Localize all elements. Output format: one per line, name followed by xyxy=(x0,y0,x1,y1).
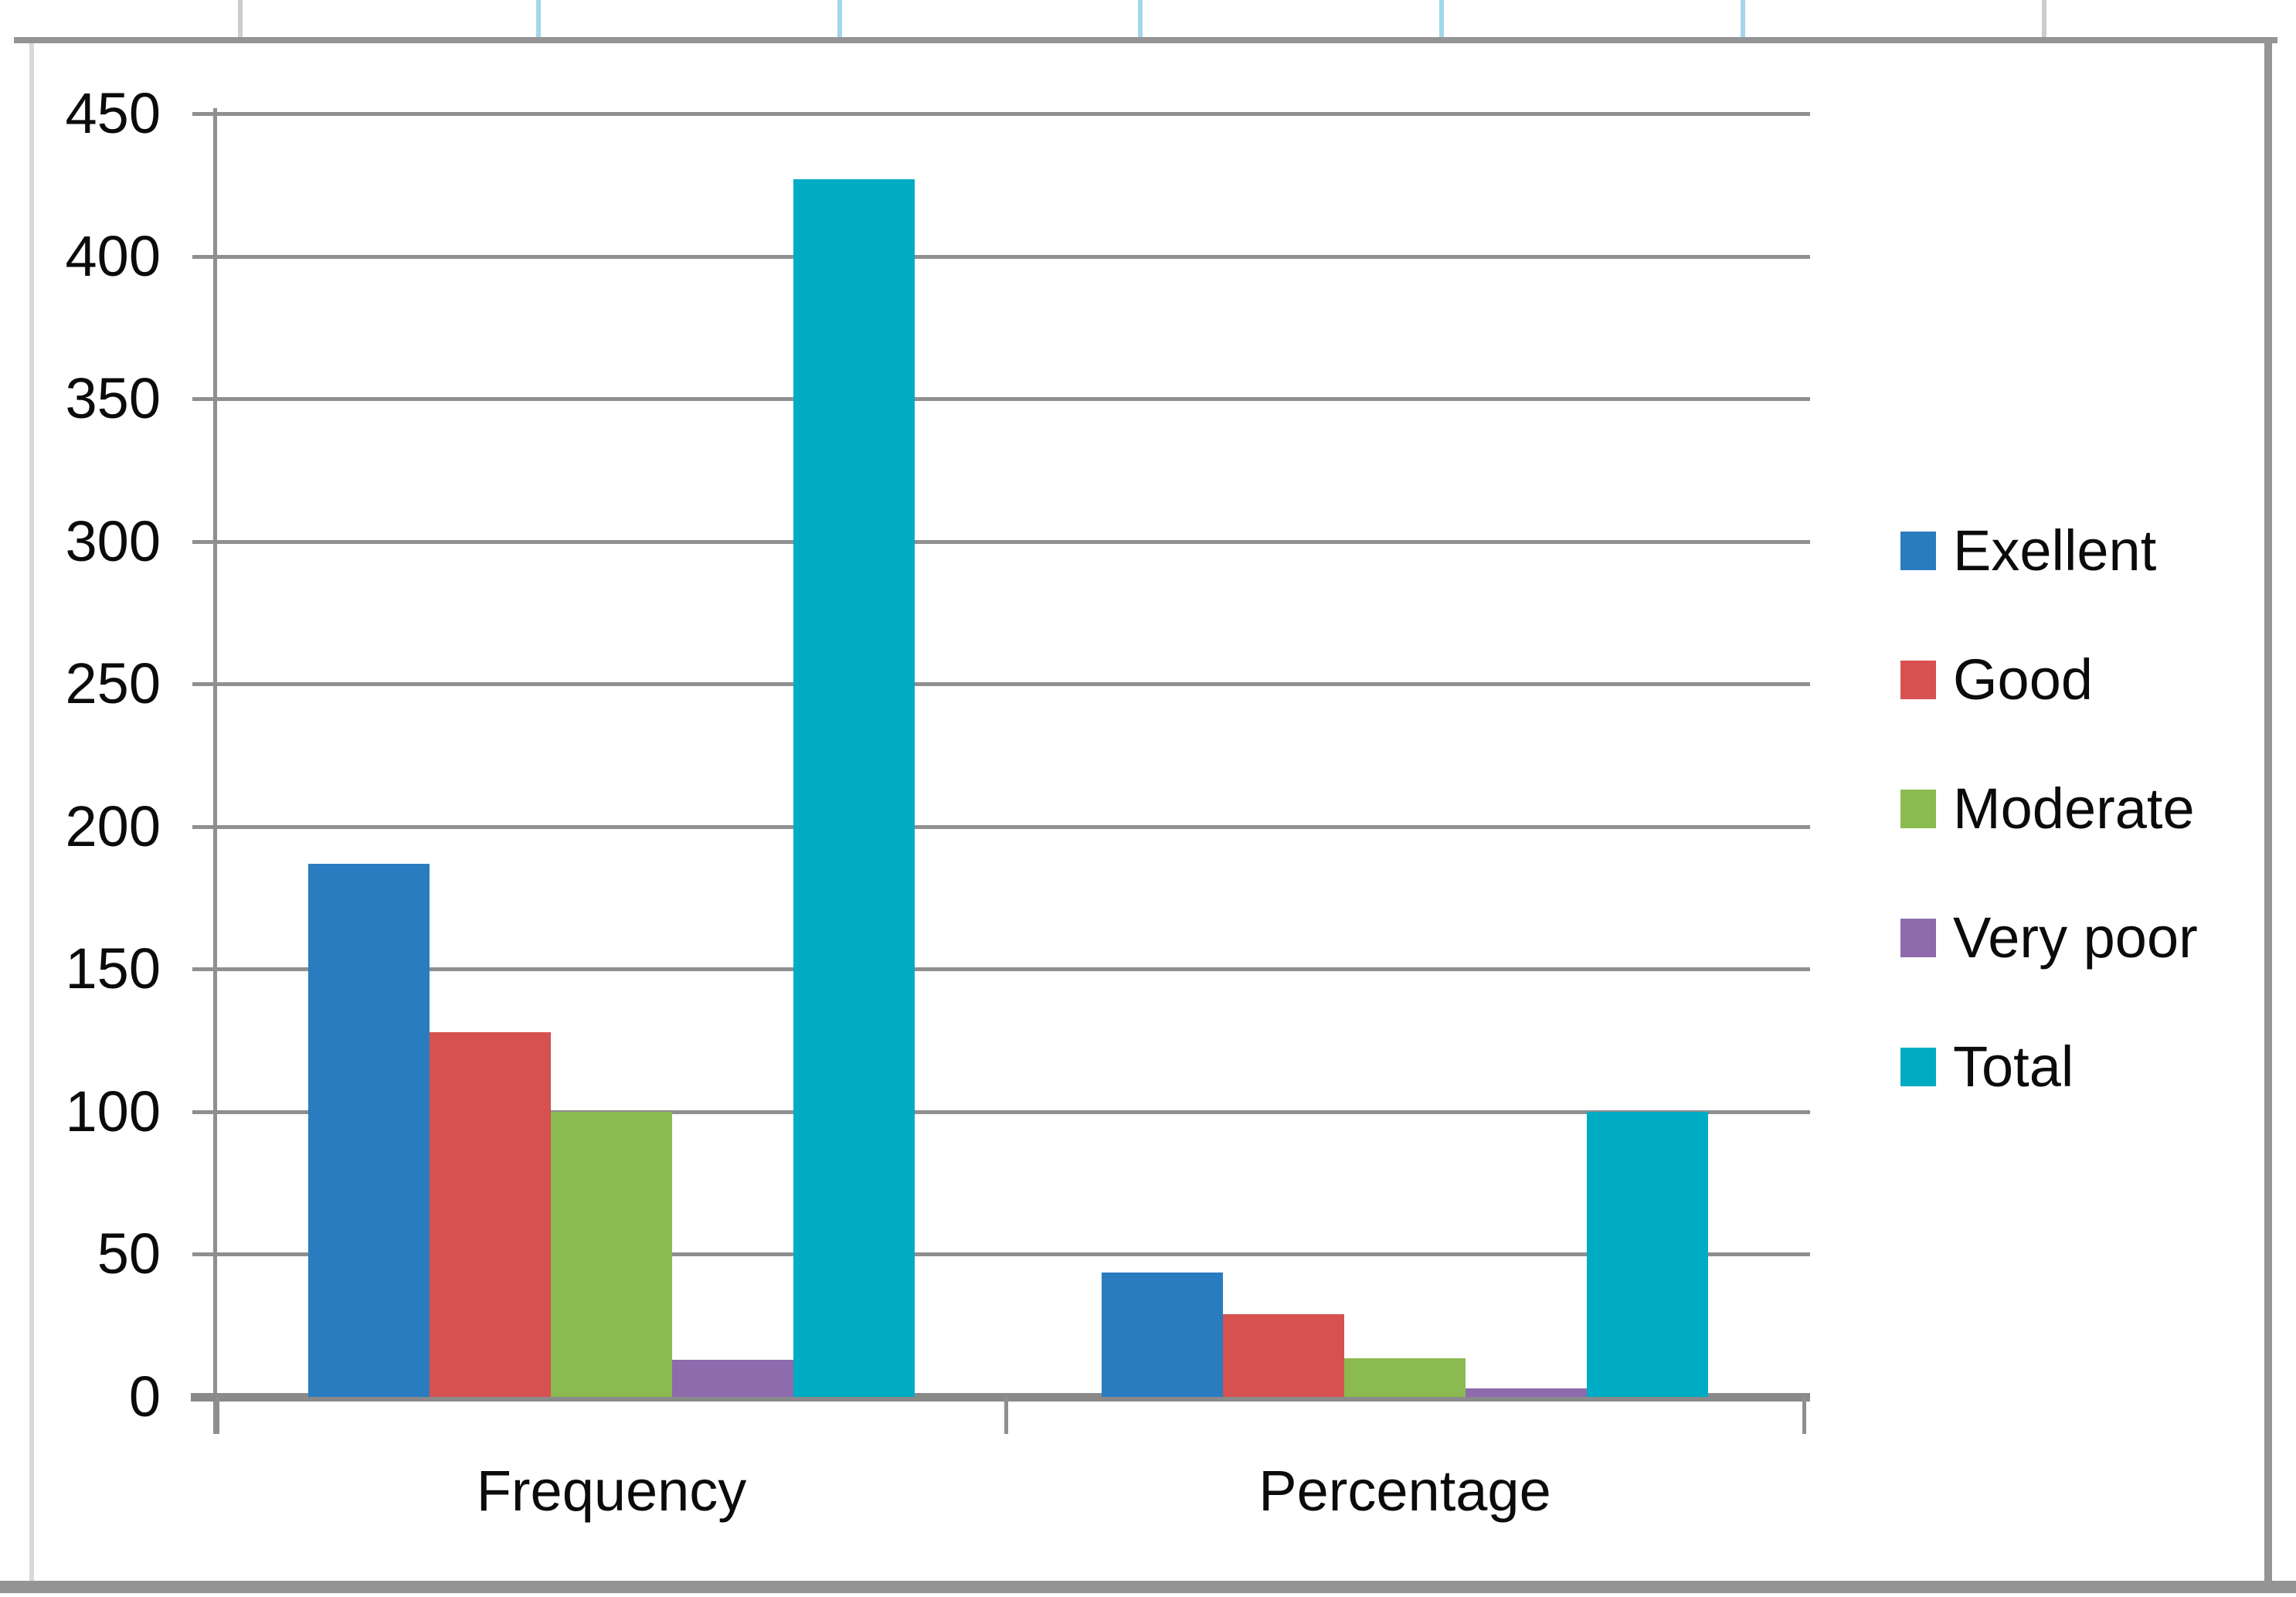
y-axis-tick xyxy=(192,824,217,829)
worksheet-gridline-tick xyxy=(1741,0,1745,37)
worksheet-gridline-tick xyxy=(1439,0,1444,37)
x-axis-tick xyxy=(1802,1397,1806,1434)
x-axis-tick xyxy=(216,1397,219,1434)
y-axis-label-400: 400 xyxy=(65,223,161,288)
bar-percentage-total[interactable] xyxy=(1587,1111,1708,1397)
category-label-percentage: Percentage xyxy=(1258,1459,1551,1523)
y-axis-tick xyxy=(192,1252,217,1257)
bar-percentage-very-poor[interactable] xyxy=(1466,1388,1587,1397)
y-axis-label-200: 200 xyxy=(65,793,161,858)
y-axis-label-350: 350 xyxy=(65,366,161,431)
y-axis-line xyxy=(213,108,217,1434)
y-axis-label-300: 300 xyxy=(65,508,161,573)
category-label-frequency: Frequency xyxy=(476,1459,747,1523)
gridline-250 xyxy=(217,682,1810,687)
chart-border-left xyxy=(29,43,34,1581)
legend-label-good: Good xyxy=(1953,647,2094,712)
chart-border-bottom xyxy=(0,1581,2296,1593)
legend-swatch-very-poor xyxy=(1900,919,1936,957)
legend-swatch-total xyxy=(1900,1048,1936,1086)
y-axis-tick xyxy=(192,112,217,116)
gridline-50 xyxy=(217,1252,1810,1257)
y-axis-tick xyxy=(192,539,217,544)
worksheet-gridline-tick xyxy=(837,0,842,37)
bar-frequency-very-poor[interactable] xyxy=(672,1360,793,1397)
legend-item-exellent[interactable]: Exellent xyxy=(1900,515,2156,586)
gridline-450 xyxy=(217,112,1810,116)
worksheet-gridline-tick xyxy=(238,0,243,37)
bar-frequency-moderate[interactable] xyxy=(551,1111,672,1397)
legend-item-good[interactable]: Good xyxy=(1900,644,2093,715)
gridline-350 xyxy=(217,397,1810,402)
y-axis-label-450: 450 xyxy=(65,81,161,145)
y-axis-label-150: 150 xyxy=(65,936,161,1001)
chart-border-right xyxy=(2264,37,2272,1593)
worksheet-gridline-tick xyxy=(536,0,541,37)
y-axis-label-0: 0 xyxy=(128,1364,161,1429)
x-axis-tick xyxy=(1004,1397,1008,1434)
y-axis-label-250: 250 xyxy=(65,651,161,716)
legend-swatch-exellent xyxy=(1900,532,1936,570)
bar-percentage-moderate[interactable] xyxy=(1344,1358,1466,1397)
y-axis-label-50: 50 xyxy=(97,1222,161,1286)
legend-item-very-poor[interactable]: Very poor xyxy=(1900,902,2198,973)
y-axis-label-100: 100 xyxy=(65,1079,161,1143)
legend-label-total: Total xyxy=(1953,1035,2074,1099)
gridline-300 xyxy=(217,539,1810,544)
gridline-200 xyxy=(217,824,1810,829)
x-axis-baseline xyxy=(191,1393,1810,1402)
legend-swatch-good xyxy=(1900,661,1936,699)
bar-percentage-good[interactable] xyxy=(1223,1313,1344,1397)
bar-frequency-exellent[interactable] xyxy=(308,863,430,1397)
legend-label-exellent: Exellent xyxy=(1953,518,2157,583)
legend-label-moderate: Moderate xyxy=(1953,776,2195,841)
worksheet-gridline-tick xyxy=(2042,0,2046,37)
gridline-400 xyxy=(217,254,1810,259)
bar-frequency-good[interactable] xyxy=(430,1031,551,1397)
y-axis-tick xyxy=(192,967,217,972)
y-axis-tick xyxy=(192,254,217,259)
y-axis-tick xyxy=(192,1109,217,1114)
y-axis-tick xyxy=(192,397,217,402)
gridline-150 xyxy=(217,967,1810,972)
bar-frequency-total[interactable] xyxy=(793,178,915,1397)
legend-swatch-moderate xyxy=(1900,790,1936,828)
chart-border-top xyxy=(14,37,2277,43)
legend-item-moderate[interactable]: Moderate xyxy=(1900,773,2195,844)
y-axis-tick xyxy=(192,682,217,687)
bar-percentage-exellent[interactable] xyxy=(1102,1273,1223,1397)
gridline-100 xyxy=(217,1109,1810,1114)
legend-item-total[interactable]: Total xyxy=(1900,1031,2074,1103)
legend-label-very-poor: Very poor xyxy=(1953,906,2198,970)
worksheet-gridline-tick xyxy=(1138,0,1143,37)
